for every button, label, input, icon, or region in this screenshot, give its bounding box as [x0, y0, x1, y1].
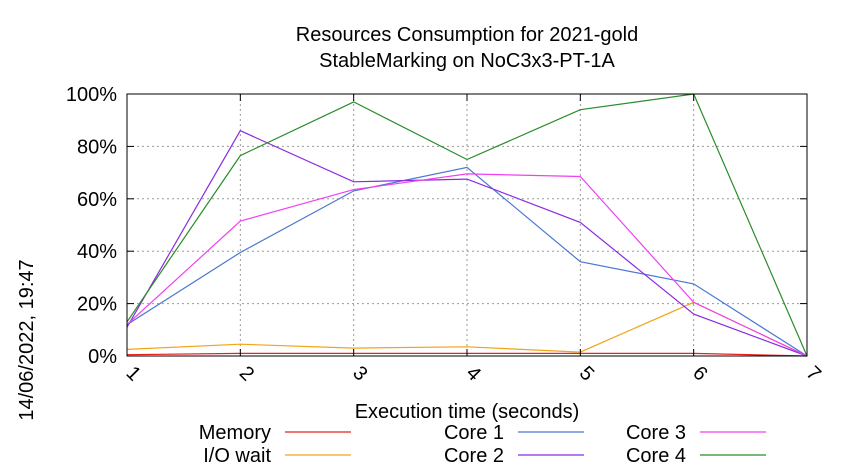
y-tick-label: 80% — [77, 136, 117, 158]
y-tick-label: 20% — [77, 294, 117, 316]
chart-subtitle: StableMarking on NoC3x3-PT-1A — [319, 50, 615, 72]
y-tick-label: 0% — [88, 346, 117, 368]
x-tick-label: 7 — [802, 362, 825, 385]
x-tick-label: 2 — [235, 362, 258, 385]
legend-label-core-3: Core 3 — [626, 422, 686, 444]
y-tick-label: 40% — [77, 241, 117, 263]
x-tick-label: 1 — [122, 362, 145, 385]
legend-label-memory: Memory — [199, 422, 271, 444]
y-axis: 0% 20% 40% 60% 80% 100% — [66, 84, 807, 368]
legend-label-i-o-wait: I/O wait — [203, 445, 271, 467]
series-line-core-3 — [126, 173, 808, 357]
x-axis-label: Execution time (seconds) — [355, 401, 580, 423]
timestamp: 14/06/2022, 19:47 — [16, 259, 38, 420]
series-line-core-1 — [126, 166, 808, 357]
legend-label-core-4: Core 4 — [626, 445, 686, 467]
x-tick-label: 5 — [575, 362, 598, 385]
y-tick-label: 100% — [66, 84, 117, 106]
x-tick-label: 3 — [348, 362, 371, 385]
chart-title: Resources Consumption for 2021-gold — [296, 24, 638, 46]
legend-label-core-1: Core 1 — [444, 422, 504, 444]
series-line-core-2 — [126, 129, 808, 357]
x-axis: 1 2 3 4 5 6 7 — [122, 94, 825, 385]
grid — [126, 93, 808, 357]
x-tick-label: 6 — [688, 362, 711, 385]
legend-label-core-2: Core 2 — [444, 445, 504, 467]
x-tick-label: 4 — [462, 362, 485, 385]
y-tick-label: 60% — [77, 189, 117, 211]
